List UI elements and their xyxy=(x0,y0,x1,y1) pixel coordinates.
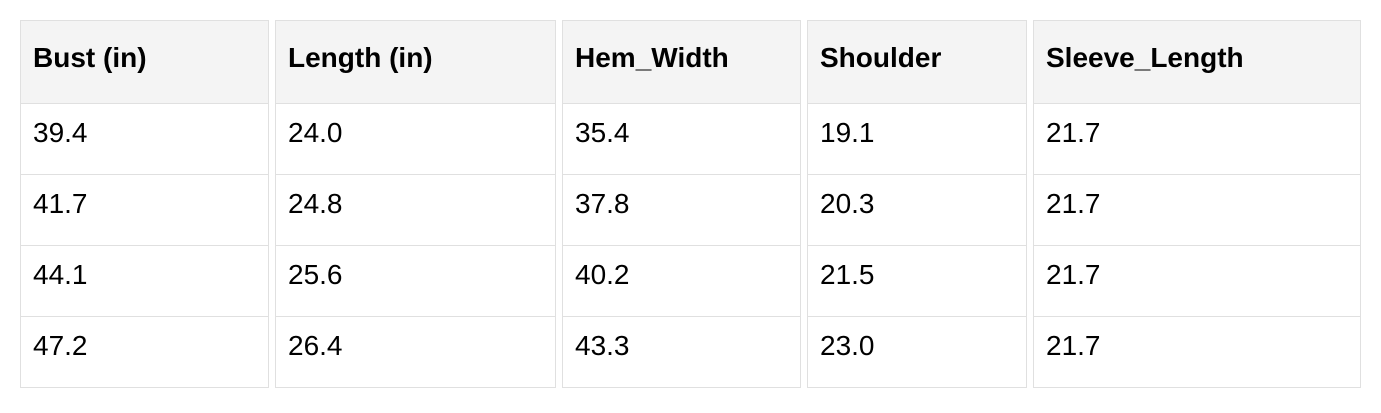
table-cell: 35.4 xyxy=(562,104,801,175)
table-cell: 44.1 xyxy=(20,246,269,317)
column-header-shoulder: Shoulder xyxy=(807,20,1027,104)
size-measurements-table: Bust (in) Length (in) Hem_Width Shoulder… xyxy=(14,20,1367,388)
table-cell: 21.7 xyxy=(1033,104,1361,175)
table-cell: 19.1 xyxy=(807,104,1027,175)
table-cell: 21.7 xyxy=(1033,317,1361,388)
column-header-hem-width: Hem_Width xyxy=(562,20,801,104)
table-row: 44.1 25.6 40.2 21.5 21.7 xyxy=(20,246,1361,317)
table-cell: 41.7 xyxy=(20,175,269,246)
table-cell: 39.4 xyxy=(20,104,269,175)
table-row: 41.7 24.8 37.8 20.3 21.7 xyxy=(20,175,1361,246)
table-cell: 40.2 xyxy=(562,246,801,317)
table-cell: 21.7 xyxy=(1033,175,1361,246)
table-cell: 21.7 xyxy=(1033,246,1361,317)
table-row: 39.4 24.0 35.4 19.1 21.7 xyxy=(20,104,1361,175)
table-cell: 21.5 xyxy=(807,246,1027,317)
header-row: Bust (in) Length (in) Hem_Width Shoulder… xyxy=(20,20,1361,104)
column-header-length: Length (in) xyxy=(275,20,556,104)
table-cell: 25.6 xyxy=(275,246,556,317)
column-header-bust: Bust (in) xyxy=(20,20,269,104)
table-cell: 20.3 xyxy=(807,175,1027,246)
table-cell: 47.2 xyxy=(20,317,269,388)
table-cell: 23.0 xyxy=(807,317,1027,388)
table-cell: 43.3 xyxy=(562,317,801,388)
table-cell: 37.8 xyxy=(562,175,801,246)
table-cell: 24.8 xyxy=(275,175,556,246)
table-cell: 26.4 xyxy=(275,317,556,388)
column-header-sleeve-length: Sleeve_Length xyxy=(1033,20,1361,104)
table-row: 47.2 26.4 43.3 23.0 21.7 xyxy=(20,317,1361,388)
table-cell: 24.0 xyxy=(275,104,556,175)
